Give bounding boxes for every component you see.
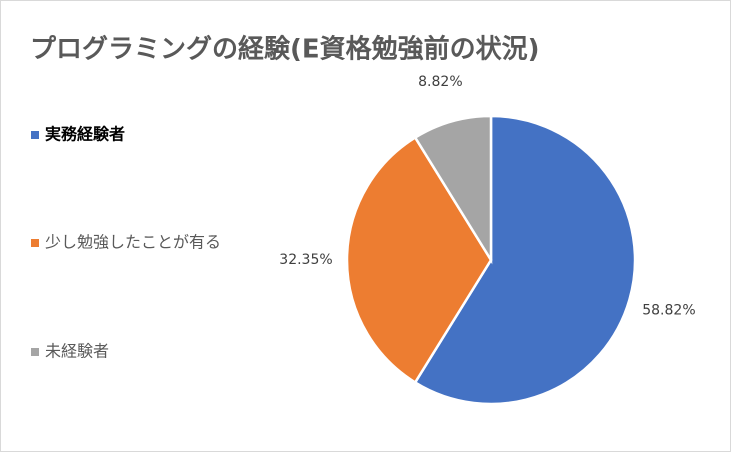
- pie-slice: [413, 114, 637, 406]
- legend-swatch: [31, 131, 39, 139]
- pie-slice: [413, 114, 493, 265]
- legend-label: 少し勉強したことが有る: [45, 233, 221, 252]
- chart-title: プログラミングの経験(E資格勉強前の状況): [30, 34, 540, 65]
- data-label: 32.35%: [279, 252, 332, 268]
- legend-label: 実務経験者: [45, 125, 125, 144]
- pie-slice: [345, 135, 493, 385]
- data-label: 8.82%: [418, 74, 462, 90]
- data-label: 58.82%: [642, 303, 695, 319]
- legend-label: 未経験者: [45, 342, 109, 361]
- legend-swatch: [31, 239, 39, 247]
- legend-swatch: [31, 348, 39, 356]
